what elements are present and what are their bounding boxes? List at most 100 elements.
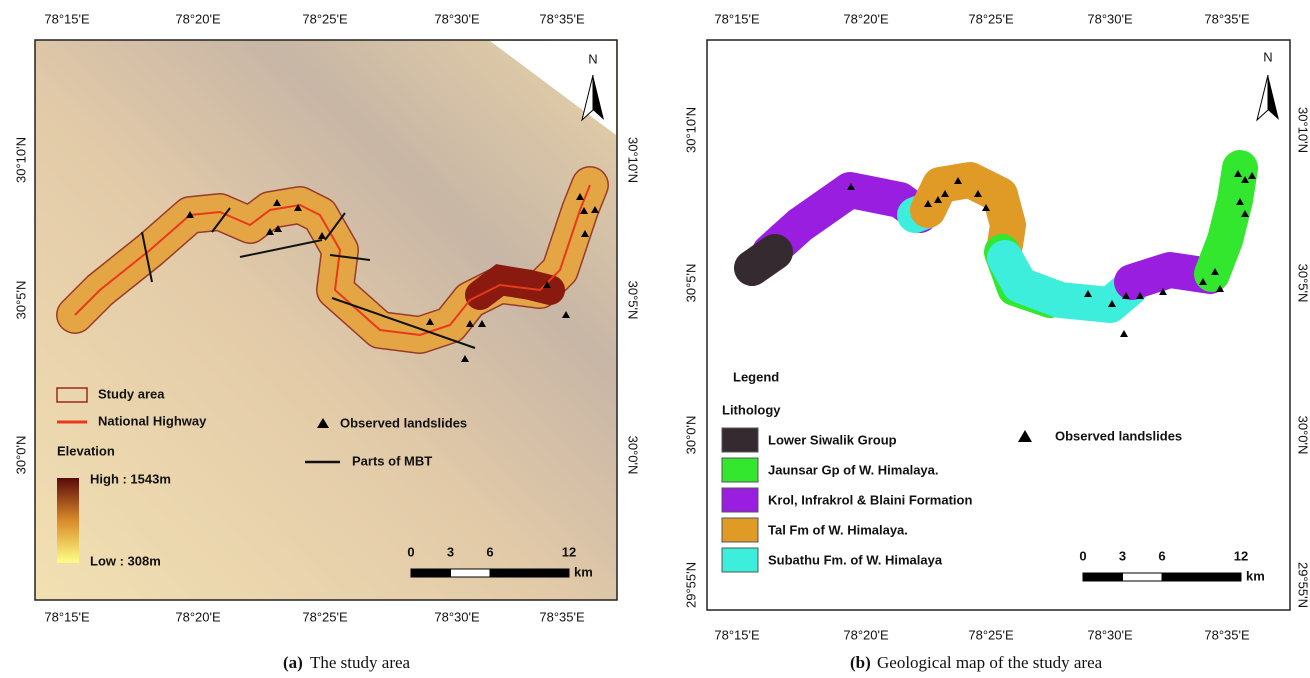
legend-label: Parts of MBT (352, 453, 432, 468)
scale-unit: km (574, 564, 593, 579)
lon-label: 78°35'E (1204, 11, 1250, 26)
scale-label: 3 (447, 544, 454, 559)
lon-label: 78°25'E (968, 627, 1014, 642)
lithology-unit (987, 240, 1148, 323)
lon-label: 78°35'E (1204, 627, 1250, 642)
mbt-line (239, 239, 323, 258)
legend-swatch (721, 427, 759, 453)
mbt-line (331, 297, 476, 349)
lat-label: 30°10'N (683, 107, 698, 153)
panel-b: N Legend Lithology Lower Siwalik Group Ja… (706, 39, 1291, 611)
scale-label: 12 (562, 544, 576, 559)
mbt-line (329, 254, 371, 261)
lat-label: 30°10'N (626, 137, 641, 183)
legend-swatch (721, 517, 759, 543)
lon-label: 78°35'E (539, 609, 585, 624)
lat-label: 30°5'N (626, 281, 641, 320)
lon-label: 78°30'E (434, 11, 480, 26)
lithology-unit (1194, 150, 1258, 292)
legend-label: Study area (98, 386, 165, 401)
lon-label: 78°15'E (714, 627, 760, 642)
lon-label: 78°30'E (1087, 11, 1133, 26)
caption-text: Geological map of the study area (877, 653, 1103, 672)
lon-label: 78°15'E (44, 609, 90, 624)
lon-label: 78°15'E (44, 11, 90, 26)
lithology-unit (910, 162, 1026, 263)
north-label: N (588, 51, 597, 66)
scale-label: 6 (486, 544, 493, 559)
north-arrow-shape (1268, 75, 1279, 120)
lon-label: 78°25'E (968, 11, 1014, 26)
scale-label: 0 (1079, 548, 1086, 563)
legend-heading: Elevation (57, 443, 115, 458)
lat-label: 30°0'N (13, 436, 28, 475)
lat-label: 30°5'N (13, 281, 28, 320)
scale-unit: km (1246, 568, 1265, 583)
caption-label: (b) (850, 653, 871, 672)
high-elevation (465, 264, 565, 310)
legend-title: Legend (733, 369, 779, 384)
scale-bar-segment (489, 568, 570, 578)
legend-label: Tal Fm of W. Himalaya. (768, 522, 908, 537)
lithology-legend: Lower Siwalik Group Jaunsar Gp of W. Hima… (721, 427, 972, 573)
lon-label: 78°20'E (175, 11, 221, 26)
mbt-line (141, 231, 153, 283)
national-highway (74, 184, 591, 337)
lon-label: 78°30'E (1087, 627, 1133, 642)
scale-bar-segment (1082, 572, 1123, 582)
north-arrow: N (1256, 49, 1279, 122)
lon-label: 78°20'E (843, 627, 889, 642)
legend-label: Observed landslides (1055, 428, 1182, 443)
lat-label: 30°0'N (626, 436, 641, 475)
lon-label: 78°35'E (539, 11, 585, 26)
lon-label: 78°20'E (843, 11, 889, 26)
lon-label: 78°25'E (302, 11, 348, 26)
scale-label: 3 (1119, 548, 1126, 563)
north-label: N (1263, 49, 1272, 64)
scale-bar-segment (1161, 572, 1242, 582)
lat-label: 30°5'N (683, 264, 698, 303)
north-arrow: N (581, 51, 604, 122)
legend-label: Jaunsar Gp of W. Himalaya. (768, 462, 939, 477)
caption-label: (a) (283, 653, 303, 672)
legend-label: Subathu Fm. of W. Himalaya (768, 552, 943, 567)
elevation-ramp (57, 478, 79, 563)
legend-swatch (317, 418, 329, 428)
map-frame (706, 39, 1291, 611)
caption-text: The study area (310, 653, 411, 672)
lat-label: 29°55'N (1296, 562, 1310, 608)
legend-swatch (56, 387, 88, 403)
lat-label: 30°10'N (13, 137, 28, 183)
legend-label: Krol, Infrakrol & Blaini Formation (768, 492, 972, 507)
lat-label: 29°55'N (683, 562, 698, 608)
lat-label: 30°0'N (1296, 416, 1310, 455)
lat-label: 30°5'N (1296, 264, 1310, 303)
legend-swatch (721, 547, 759, 573)
scale-label: 6 (1158, 548, 1165, 563)
legend-label: National Highway (98, 413, 207, 428)
scale-bar-segment (450, 568, 491, 578)
panel-a: N Study area National Highway Elevation … (34, 39, 618, 601)
legend-label: Observed landslides (340, 415, 467, 430)
lon-label: 78°30'E (434, 609, 480, 624)
scale-bar-segment (410, 568, 451, 578)
lon-label: 78°15'E (714, 11, 760, 26)
scale-label: 0 (407, 544, 414, 559)
legend-subtitle: Lithology (722, 402, 781, 417)
legend-swatch (721, 487, 759, 513)
legend-label: High : 1543m (90, 471, 171, 486)
legend-swatch (721, 457, 759, 483)
map-frame (34, 39, 618, 601)
lat-label: 30°10'N (1296, 107, 1310, 153)
legend-label: Low : 308m (90, 553, 161, 568)
scale-bar-segment (1122, 572, 1163, 582)
lat-label: 30°0'N (683, 416, 698, 455)
mbt-lines (141, 207, 476, 349)
legend-swatch (1018, 430, 1032, 442)
lon-label: 78°25'E (302, 609, 348, 624)
lithology-unit (734, 234, 793, 286)
lon-label: 78°20'E (175, 609, 221, 624)
mbt-line (324, 212, 346, 241)
legend-label: Lower Siwalik Group (768, 432, 897, 447)
